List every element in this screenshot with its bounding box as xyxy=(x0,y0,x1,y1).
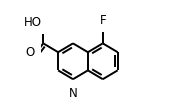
Text: N: N xyxy=(69,86,77,99)
Text: F: F xyxy=(100,14,106,27)
Text: HO: HO xyxy=(24,16,42,29)
Text: O: O xyxy=(26,45,35,58)
